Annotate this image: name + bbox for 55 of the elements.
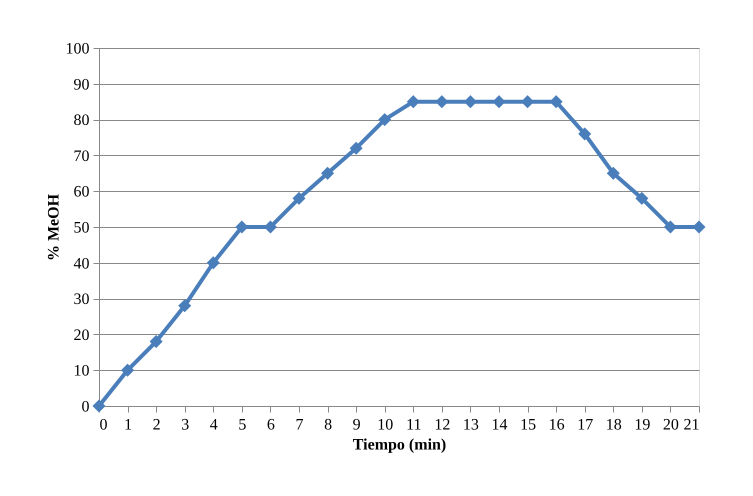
point [321, 166, 334, 180]
y-tick-label: 0 [82, 398, 90, 416]
x-tick-label: 20 [662, 416, 679, 434]
point [664, 220, 677, 234]
point [435, 95, 448, 108]
y-tick-label: 80 [74, 112, 90, 130]
point [178, 299, 192, 312]
point [292, 192, 306, 205]
x-axis-title: Tiempo (min) [352, 436, 446, 454]
point [492, 95, 506, 108]
x-tick-label: 10 [377, 416, 394, 434]
y-tick-label: 90 [74, 76, 90, 94]
x-tick-label: 6 [266, 416, 275, 434]
x-tick-label: 19 [634, 416, 650, 434]
point [150, 335, 163, 348]
y-tick-label: 100 [66, 40, 90, 58]
y-tick-label: 60 [74, 184, 90, 201]
x-tick-label: 17 [577, 416, 594, 434]
x-tick-label: 1 [124, 416, 132, 434]
y-axis-title: % MeOH [46, 193, 62, 262]
y-tick-label: 70 [74, 148, 90, 165]
point [521, 95, 534, 108]
y-tick-label: 40 [74, 255, 90, 272]
x-tick-label: 5 [238, 416, 246, 434]
x-tick-label: 16 [548, 416, 565, 434]
x-tick-label: 8 [324, 416, 332, 434]
x-tick-label: 15 [520, 416, 536, 434]
x-tick-label: 11 [406, 416, 422, 434]
point [606, 166, 620, 180]
point [464, 95, 477, 108]
point [550, 95, 563, 108]
point [92, 399, 106, 413]
y-tick-label: 50 [74, 220, 90, 236]
x-tick-label: 14 [492, 416, 508, 434]
x-tick-label: 4 [210, 416, 218, 434]
x-tick-label: 18 [606, 416, 622, 434]
point [235, 220, 248, 234]
x-tick-label: 7 [296, 416, 304, 434]
point [635, 192, 648, 205]
y-tick-label: 20 [74, 326, 90, 344]
point [406, 95, 420, 108]
x-tick-label: 3 [181, 416, 190, 434]
y-tick-label: 30 [74, 291, 90, 308]
x-tick-label: 12 [434, 416, 450, 434]
point [378, 113, 392, 126]
x-tick-label: 0 [100, 416, 108, 434]
x-tick-label: 2 [152, 416, 161, 434]
point [121, 364, 134, 377]
y-tick-label: 10 [74, 362, 90, 380]
point [578, 127, 592, 140]
x-tick-label: 13 [462, 416, 479, 434]
point [350, 142, 363, 155]
x-tick-label: 21 [684, 416, 700, 434]
x-tick-label: 9 [352, 416, 361, 434]
point [206, 256, 220, 270]
